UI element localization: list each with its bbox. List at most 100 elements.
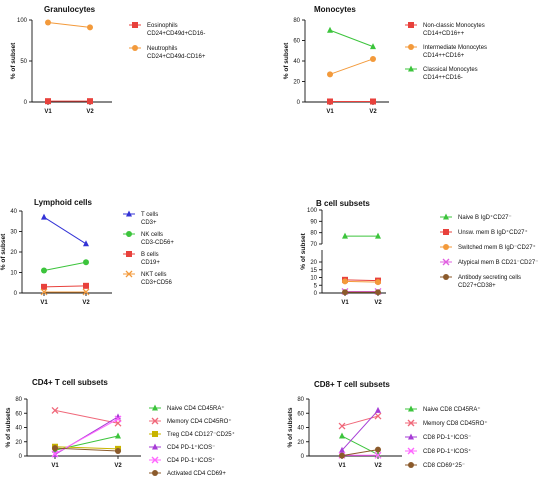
legend-entry-5: Antibody secreting cells CD27+CD38+ [440,274,521,289]
chart-panel-1: Granulocytes 0 50 100 V1 V2 % of subset Eosinop… [10,5,206,115]
y-tick-label: 20 [310,260,317,266]
legend-label-line: Intermediate Monocytes [423,45,487,51]
series-3 [342,278,381,286]
legend-entry-3: Treg CD4 CD127⁻CD25⁺ [149,431,235,438]
legend-label: Activated CD4 CD69+ [167,471,226,477]
legend-marker [152,443,158,450]
legend-label: CD8 PD-1⁺ICOS⁺ [423,448,471,455]
legend-marker [443,213,449,220]
legend-label-line: CD24+CD49d+CD16- [147,31,205,37]
series-3 [327,26,376,50]
legend-label: CD8 CD69⁺25⁻ [423,462,465,469]
legend-entry-5: CD4 PD-1⁺ICOS⁺ [149,456,215,464]
legend-marker-stroke-b [407,447,415,455]
series-5 [339,446,381,459]
legend-marker [408,44,414,50]
legend-marker [407,447,415,455]
data-point [375,279,381,286]
x-tick-label: V1 [44,109,52,115]
data-point [115,432,121,439]
legend-entry-3: Classical Monocytes CD14++CD16- [405,65,478,81]
legend-marker-stroke-b [442,258,450,266]
data-point [342,278,348,285]
series-line [43,285,87,288]
y-tick-label: 60 [15,411,22,417]
data-point [87,24,93,31]
x-tick-label: V2 [82,300,90,306]
legend-label-line: T cells [141,212,158,218]
y-tick-label: 100 [307,208,318,214]
y-tick-label: 15 [310,268,317,274]
y-tick-label: 90 [310,219,317,225]
legend-label-line: Naive CD8 CD45RA⁺ [423,406,481,413]
data-point [338,422,346,430]
legend-marker [408,462,414,468]
legend-label: Non-classic Monocytes CD14+CD16++ [423,23,485,37]
data-point-stroke-b [51,406,59,414]
legend-label: Neutrophils CD24+CD49d-CD16+ [147,46,206,60]
data-point [82,288,90,296]
x-tick-label: V1 [338,463,346,469]
legend-entry-4: Atypical mem B CD21⁻CD27⁻ [440,258,538,266]
chart-panel-6: CD8+ T cell subsets 0 20 40 60 80 V1 V2 % of sub… [287,380,488,469]
data-point [83,282,89,289]
legend-marker [152,404,158,411]
legend-label-line: Switched mem B IgD⁻CD27⁺ [458,244,536,251]
y-tick-label: 80 [15,397,22,403]
chart-title: Lymphoid cells [34,198,92,207]
legend-label-line: CD14+CD16++ [423,31,465,37]
data-point [51,406,59,414]
legend-label-line: CD4 PD-1⁺ICOS⁺ [167,457,215,464]
legend-label-line: CD3+CD56 [141,280,173,286]
data-point [41,213,47,220]
legend-label: Eosinophils CD24+CD49d+CD16- [147,23,205,37]
legend-marker-stroke-b [151,456,159,464]
legend-label-line: Antibody secreting cells [458,275,521,281]
x-tick-label: V1 [51,463,59,469]
legend-entry-4: NKT cells CD3+CD56 [123,270,173,286]
y-tick-label: 20 [15,440,22,446]
legend-label-line: CD8 CD69⁺25⁻ [423,462,465,469]
x-tick-label: V2 [374,463,382,469]
data-point [41,267,47,274]
legend-label-line: CD14++CD16- [423,75,463,81]
y-tick-label: 20 [293,80,300,86]
legend-marker [408,65,414,72]
legend-label-line: CD3-CD56+ [141,240,174,246]
legend-label: NK cells CD3-CD56+ [141,232,174,246]
x-tick-label: V1 [341,300,349,306]
legend-label: Naive B IgD⁺CD27⁻ [458,214,512,221]
y-tick-label: 80 [310,231,317,237]
legend-marker [408,433,414,440]
legend-label: CD8 PD-1⁺ICOS⁻ [423,434,471,441]
legend-marker-stroke-b [151,417,159,425]
legend-label-line: CD8 PD-1⁺ICOS⁻ [423,434,471,441]
y-axis-label: % of subset [0,233,7,270]
legend-label-line: Eosinophils [147,23,178,29]
y-tick-label: 0 [19,454,23,460]
series-line [341,415,379,427]
data-point [115,448,121,455]
data-point [374,412,382,420]
legend-label: Switched mem B IgD⁻CD27⁺ [458,244,536,251]
x-tick-label: V1 [326,109,334,115]
legend-marker-stroke-b [407,419,415,427]
x-tick-label: V2 [374,300,382,306]
series-line [43,261,87,271]
legend-label: Intermediate Monocytes CD14++CD16+ [423,45,487,59]
legend-label: Antibody secreting cells CD27+CD38+ [458,275,521,289]
legend-entry-3: B cells CD19+ [123,251,160,266]
y-tick-label: 0 [14,291,18,297]
series-line [54,418,119,455]
series-2 [41,259,89,274]
legend-entry-3: Switched mem B IgD⁻CD27⁺ [440,244,536,251]
series-line [341,435,379,456]
legend-marker [408,22,414,28]
legend-label-line: CD24+CD49d-CD16+ [147,54,206,60]
data-point [339,432,345,439]
legend-marker [152,470,158,476]
legend-label-line: CD4 PD-1⁺ICOS⁻ [167,444,215,451]
series-line [329,29,374,48]
x-tick-label: V1 [40,300,48,306]
